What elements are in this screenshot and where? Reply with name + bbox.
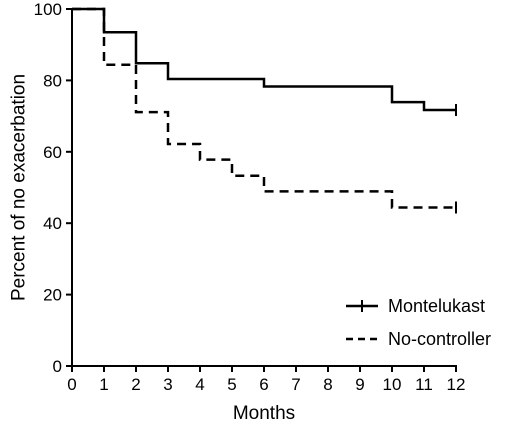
x-tick-label: 12 [447,375,466,394]
x-tick-label: 2 [131,375,140,394]
y-tick-label: 80 [43,71,62,90]
legend: Montelukast No-controller [346,296,491,349]
y-ticks: 0 20 40 60 80 100 [34,0,72,376]
legend-label-montelukast: Montelukast [388,296,485,316]
x-ticks: 0 1 2 3 4 5 6 7 8 9 10 11 12 [67,366,465,394]
legend-label-no-controller: No-controller [388,329,491,349]
x-tick-label: 11 [415,375,433,394]
x-tick-label: 0 [67,375,76,394]
x-tick-label: 1 [99,375,108,394]
series-line-montelukast [72,7,456,112]
y-axis-title: Percent of no exacerbation [9,74,30,301]
x-tick-label: 8 [323,375,332,394]
x-tick-label: 6 [259,375,268,394]
x-axis-title: Months [233,403,295,424]
x-tick-label: 5 [227,375,236,394]
y-tick-label: 0 [53,357,62,376]
series-line-no-controller [72,7,456,209]
x-tick-label: 3 [163,375,172,394]
x-tick-label: 7 [291,375,300,394]
y-tick-label: 60 [43,143,62,162]
series-layer [72,7,457,214]
x-tick-label: 10 [383,375,402,394]
x-tick-label: 4 [195,375,204,394]
y-tick-label: 20 [43,286,62,305]
x-tick-label: 9 [355,375,364,394]
y-tick-label: 100 [34,0,62,19]
y-tick-label: 40 [43,214,62,233]
